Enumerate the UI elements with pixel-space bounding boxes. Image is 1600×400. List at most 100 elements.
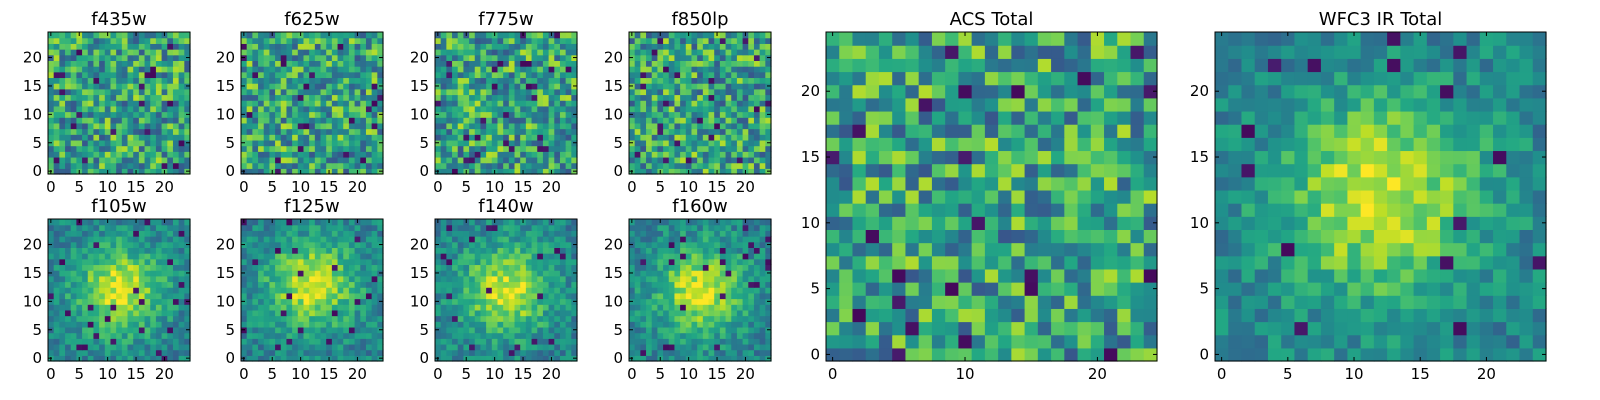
heatmap-cell [303, 151, 310, 158]
heatmap-cell [554, 275, 561, 283]
heatmap-cell [87, 253, 95, 260]
heatmap-cell [178, 32, 185, 39]
heatmap-cell [65, 105, 72, 113]
heatmap-cell [269, 253, 276, 260]
heatmap-cell [116, 326, 123, 334]
heatmap-cell [565, 139, 572, 147]
heatmap-cell [110, 355, 117, 362]
heatmap-cell [309, 151, 316, 158]
heatmap-cell [520, 128, 527, 135]
heatmap-cell [297, 236, 305, 243]
heatmap-cell [241, 315, 248, 322]
heatmap-cell [753, 145, 761, 152]
heatmap-cell [246, 326, 253, 334]
heatmap-cell [104, 117, 112, 124]
heatmap-cell [685, 275, 693, 283]
heatmap-cell [70, 236, 77, 243]
heatmap-cell [571, 37, 578, 44]
heatmap-cell [53, 49, 60, 56]
heatmap-cell [167, 43, 174, 50]
heatmap-cell [121, 122, 129, 130]
heatmap-cell [377, 343, 384, 351]
heatmap-cell [559, 258, 567, 266]
heatmap-cell [514, 219, 521, 226]
heatmap-cell [93, 32, 100, 39]
heatmap-cell [116, 224, 123, 231]
heatmap-cell [354, 71, 361, 79]
heatmap-cell [446, 224, 453, 231]
heatmap-cell [440, 304, 447, 311]
heatmap-cell [748, 343, 755, 351]
heatmap-cell [480, 224, 487, 231]
heatmap-cell [725, 37, 732, 44]
heatmap-cell [53, 60, 60, 67]
heatmap-cell [657, 117, 664, 124]
heatmap-cell [138, 37, 146, 44]
heatmap-cell [508, 343, 516, 351]
heatmap-cell [446, 230, 453, 237]
heatmap-cell [702, 338, 710, 345]
heatmap-cell [76, 105, 83, 113]
heatmap-cell [531, 275, 538, 283]
heatmap-cell [714, 162, 721, 169]
heatmap-cell [708, 111, 715, 118]
heatmap-cell [548, 88, 555, 96]
heatmap-cell [144, 343, 151, 351]
heatmap-cell [104, 230, 112, 237]
heatmap-cell [542, 332, 550, 339]
heatmap-cell [565, 122, 572, 130]
heatmap-cell [127, 43, 134, 50]
heatmap-cell [646, 275, 653, 283]
heatmap-cell [331, 321, 339, 328]
heatmap-cell [303, 122, 310, 130]
heatmap-cell [320, 224, 327, 231]
heatmap-cell [503, 105, 510, 113]
heatmap-cell [463, 236, 470, 243]
heatmap-cell [753, 156, 761, 164]
heatmap-cell [309, 349, 316, 356]
heatmap-cell [457, 219, 464, 226]
heatmap-cell [150, 309, 157, 317]
heatmap-cell [640, 321, 647, 328]
heatmap-cell [70, 315, 77, 322]
heatmap-cell [241, 349, 248, 356]
heatmap-cell [714, 83, 721, 90]
heatmap-cell [286, 287, 293, 294]
heatmap-cell [480, 349, 487, 356]
heatmap-cell [674, 275, 681, 283]
heatmap-cell [554, 241, 561, 248]
heatmap-cell [474, 145, 482, 152]
heatmap-cell [280, 32, 288, 39]
heatmap-cell [646, 315, 653, 322]
heatmap-cell [514, 264, 521, 271]
heatmap-cell [82, 230, 89, 237]
heatmap-cell [531, 241, 538, 248]
heatmap-cell [309, 71, 316, 79]
heatmap-cell [280, 241, 288, 248]
heatmap-cell [246, 321, 253, 328]
heatmap-cell [520, 66, 527, 73]
heatmap-cell [348, 111, 356, 118]
heatmap-cell [685, 111, 693, 118]
heatmap-cell [463, 117, 470, 124]
heatmap-cell [753, 139, 761, 147]
heatmap-cell [514, 77, 521, 84]
heatmap-cell [668, 151, 676, 158]
heatmap-cell [469, 309, 476, 317]
heatmap-cell [365, 32, 373, 39]
heatmap-cell [93, 287, 100, 294]
heatmap-cell [457, 71, 464, 79]
heatmap-cell [133, 247, 140, 254]
heatmap-cell [371, 281, 378, 288]
heatmap-cell [663, 117, 670, 124]
heatmap-cell [314, 37, 322, 44]
heatmap-cell [480, 287, 487, 294]
heatmap-cell [548, 60, 555, 67]
heatmap-cell [542, 128, 550, 135]
heatmap-cell [70, 309, 77, 317]
heatmap-cell [531, 321, 538, 328]
heatmap-cell [469, 32, 476, 39]
heatmap-cell [685, 145, 693, 152]
